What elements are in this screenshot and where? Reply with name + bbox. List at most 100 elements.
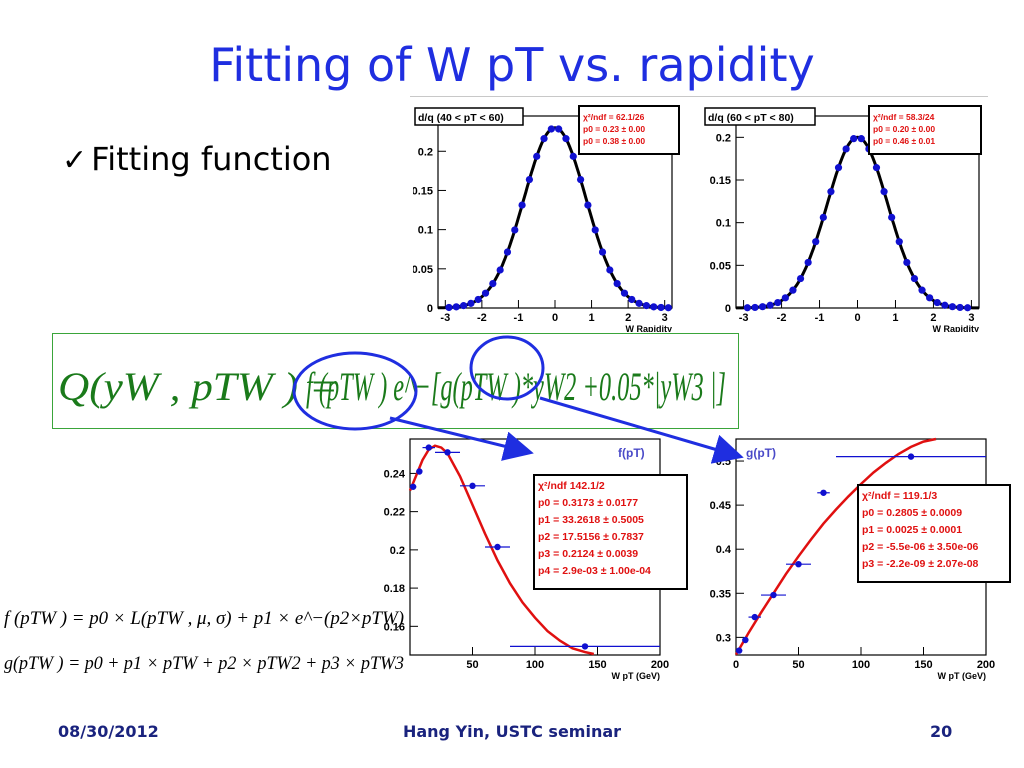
data-point <box>444 449 451 456</box>
data-point <box>525 175 534 184</box>
data-point <box>642 302 651 310</box>
stats-line: p1 = 0.0025 ± 0.0001 <box>862 524 962 536</box>
data-point <box>850 135 858 143</box>
x-axis-label: W Rapidity <box>933 324 980 332</box>
data-point <box>907 453 915 460</box>
data-point <box>503 248 512 256</box>
data-point <box>888 213 896 221</box>
y-tick-label: 0.18 <box>384 583 405 595</box>
x-tick-label: 1 <box>589 312 595 324</box>
stats-line: p0 = 0.38 ± 0.00 <box>583 136 645 146</box>
data-point <box>496 266 504 274</box>
data-point <box>657 303 665 312</box>
bullet-text: Fitting function <box>91 140 332 178</box>
bullet-item: ✓ Fitting function <box>62 140 332 178</box>
y-tick-label: 0.05 <box>413 264 433 276</box>
data-point <box>933 298 941 307</box>
equation: Q(yW , pTW ) = f (pTW ) e^−[g(pTW )*yW2 … <box>58 335 726 431</box>
x-tick-label: 200 <box>977 659 995 671</box>
y-tick-label: 0.45 <box>710 500 731 512</box>
stats-line: p0 = 0.46 ± 0.01 <box>873 136 935 146</box>
stats-line: χ²/ndf = 62.1/26 <box>583 112 645 122</box>
data-point <box>584 201 592 209</box>
chart-title: d/q (40 < pT < 60) <box>418 112 504 124</box>
data-point <box>591 226 599 234</box>
checkmark-icon: ✓ <box>62 143 88 178</box>
data-point <box>903 258 911 267</box>
data-point <box>445 303 453 312</box>
data-point <box>494 543 501 551</box>
data-point <box>540 135 548 143</box>
data-point <box>742 636 749 644</box>
data-point <box>635 299 643 307</box>
x-tick-label: 2 <box>625 312 631 324</box>
x-tick-label: 150 <box>914 659 932 671</box>
x-tick-label: -1 <box>815 312 825 324</box>
data-point <box>834 164 843 172</box>
data-point <box>751 613 758 621</box>
data-point <box>425 444 432 451</box>
y-tick-label: 0.1 <box>418 225 433 237</box>
data-point <box>650 303 658 311</box>
data-point <box>518 201 526 209</box>
equation-lhs: Q(yW , pTW ) = <box>58 364 338 409</box>
stats-box <box>533 474 688 590</box>
y-tick-label: 0.2 <box>418 146 433 158</box>
chart-title-box <box>414 107 524 126</box>
stats-line: χ²/ndf = 58.3/24 <box>873 112 935 122</box>
x-tick-label: 200 <box>651 659 669 671</box>
x-tick-label: 3 <box>662 312 668 324</box>
data-point <box>562 135 570 143</box>
x-tick-label: -2 <box>777 312 787 324</box>
y-tick-label: 0.15 <box>710 175 731 187</box>
stats-line: p2 = 17.5156 ± 0.7837 <box>538 531 644 543</box>
x-tick-label: 2 <box>930 312 936 324</box>
data-point <box>613 280 621 288</box>
legend-label: f(pT) <box>618 446 645 460</box>
data-point <box>569 152 577 160</box>
data-point <box>941 301 949 309</box>
x-axis-label: W pT (GeV) <box>938 671 987 681</box>
stats-line: p0 = 0.23 ± 0.00 <box>583 124 645 134</box>
data-point <box>452 303 460 311</box>
data-point <box>827 188 835 196</box>
x-tick-label: 1 <box>892 312 898 324</box>
stats-line: p0 = 0.3173 ± 0.0177 <box>538 497 638 509</box>
data-point <box>880 188 888 196</box>
x-tick-label: -2 <box>477 312 487 324</box>
stats-line: χ²/ndf 142.1/2 <box>538 480 605 492</box>
data-point <box>735 647 743 654</box>
data-point <box>409 483 417 490</box>
stats-line: p3 = -2.2e-09 ± 2.07e-08 <box>862 558 979 570</box>
x-tick-label: -1 <box>514 312 524 324</box>
data-point <box>467 299 475 307</box>
data-point <box>555 125 563 133</box>
data-point <box>781 294 789 302</box>
footer-page-number: 20 <box>930 722 953 741</box>
data-point <box>895 238 903 246</box>
y-tick-label: 0.5 <box>716 456 731 468</box>
data-point <box>743 304 751 312</box>
x-tick-label: -3 <box>739 312 749 324</box>
rapidity-chart-pt60-80: 0 0.05 0.1 0.15 0.2 -3 -2 -1 0 1 2 3W Rapidity d/q (… <box>704 105 982 332</box>
data-point <box>469 482 476 490</box>
chart-title: d/q (60 < pT < 80) <box>708 112 794 124</box>
highlight-f-circle <box>292 351 418 431</box>
x-tick-label: 0 <box>552 312 558 324</box>
data-point <box>533 152 541 160</box>
y-tick-label: 0.1 <box>716 218 731 230</box>
stats-line: p1 = 33.2618 ± 0.5005 <box>538 514 644 526</box>
data-point <box>842 145 850 153</box>
data-point <box>789 286 797 294</box>
data-point <box>964 304 972 312</box>
divider <box>410 96 988 97</box>
y-tick-label: 0.4 <box>716 544 732 556</box>
data-point <box>820 489 827 496</box>
data-point <box>664 304 672 312</box>
data-point <box>628 295 636 304</box>
data-point <box>796 274 805 283</box>
stats-box <box>868 105 982 155</box>
fit-curve <box>734 437 937 656</box>
data-point <box>751 303 759 312</box>
